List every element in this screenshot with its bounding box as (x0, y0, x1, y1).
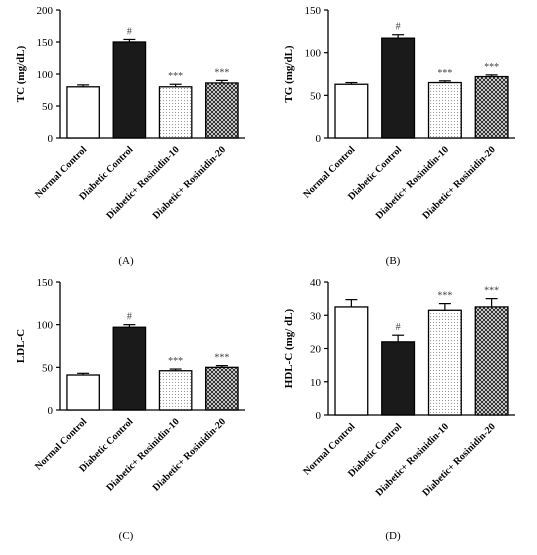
panel-b-bar-diabetic-control (381, 37, 416, 139)
panel-d-y-tick-label: 30 (310, 310, 322, 322)
panel-a-y-tick-label: 0 (48, 133, 54, 145)
panel-d-y-tick-label: 0 (316, 410, 322, 422)
panel-b-bar-diabetic-rosinidin-10 (427, 81, 462, 139)
panel-a-significance-diabetic-rosinidin-20: *** (214, 67, 229, 78)
panel-c-y-tick-label: 100 (37, 320, 54, 332)
panel-a-y-axis-title: TC (mg/dL) (15, 45, 27, 102)
panel-a-bar-diabetic-rosinidin-10 (158, 86, 193, 139)
panel-c-y-tick-label: 150 (37, 277, 54, 289)
panel-c-significance-diabetic-rosinidin-10: *** (168, 356, 183, 367)
panel-b-y-axis-title: TG (mg/dL) (283, 45, 295, 102)
panel-a-bar-normal-control (66, 86, 100, 139)
panel-b-bar-diabetic-rosinidin-20 (474, 75, 509, 139)
panel-b-y-tick-label: 0 (316, 133, 322, 145)
panel-d-y-tick-label: 20 (310, 344, 322, 356)
panel-c-significance-diabetic-rosinidin-20: *** (214, 353, 229, 364)
panel-a-label: (A) (118, 255, 134, 267)
panel-a-bar-diabetic-rosinidin-20 (205, 82, 239, 139)
panel-a-y-tick-label: 100 (37, 69, 54, 81)
panel-d-significance-diabetic-rosinidin-20: *** (484, 286, 499, 297)
panel-b-y-tick-label: 100 (305, 48, 322, 60)
panel-a-bar-diabetic-control (112, 41, 147, 139)
panel-c-bar-diabetic-rosinidin-20 (205, 366, 239, 411)
panel-c-label: (C) (119, 530, 134, 542)
panel-d-bar-diabetic-control (381, 341, 416, 416)
panel-b-significance-diabetic-rosinidin-20: *** (484, 62, 499, 73)
panel-b-bar-normal-control (334, 83, 369, 139)
panel-c-bar-diabetic-rosinidin-10 (158, 370, 193, 411)
panel-d-bar-diabetic-rosinidin-20 (474, 306, 509, 416)
panel-d-y-axis-title: HDL-C (mg/ dL) (283, 308, 295, 388)
panel-b-y-tick-label: 50 (310, 90, 322, 102)
panel-c-y-tick-label: 0 (48, 405, 54, 417)
panel-a-significance-diabetic-rosinidin-10: *** (168, 71, 183, 82)
panel-a-significance-diabetic-control: # (127, 26, 132, 37)
panel-d-bar-diabetic-rosinidin-10 (427, 309, 462, 416)
panel-a-y-tick-label: 150 (37, 37, 54, 49)
panel-d-significance-diabetic-control: # (396, 322, 401, 333)
panel-b-y-tick-label: 150 (305, 5, 322, 17)
panel-c-bar-normal-control (66, 374, 100, 411)
panel-b-label: (B) (386, 255, 401, 267)
panel-d-bar-normal-control (334, 306, 369, 416)
panel-b-significance-diabetic-control: # (396, 22, 401, 33)
panel-c-bar-diabetic-control (112, 326, 147, 411)
panel-d-y-tick-label: 10 (310, 377, 322, 389)
panel-c-y-axis-title: LDL-C (15, 329, 27, 363)
panel-d-y-tick-label: 40 (310, 277, 322, 289)
panel-a-y-tick-label: 200 (37, 5, 54, 17)
panel-d-significance-diabetic-rosinidin-10: *** (437, 291, 452, 302)
panel-c-significance-diabetic-control: # (127, 312, 132, 323)
panel-d-label: (D) (385, 530, 401, 542)
panel-a-y-tick-label: 50 (42, 101, 54, 113)
panel-c-y-tick-label: 50 (42, 362, 54, 374)
panel-b-significance-diabetic-rosinidin-10: *** (437, 68, 452, 79)
